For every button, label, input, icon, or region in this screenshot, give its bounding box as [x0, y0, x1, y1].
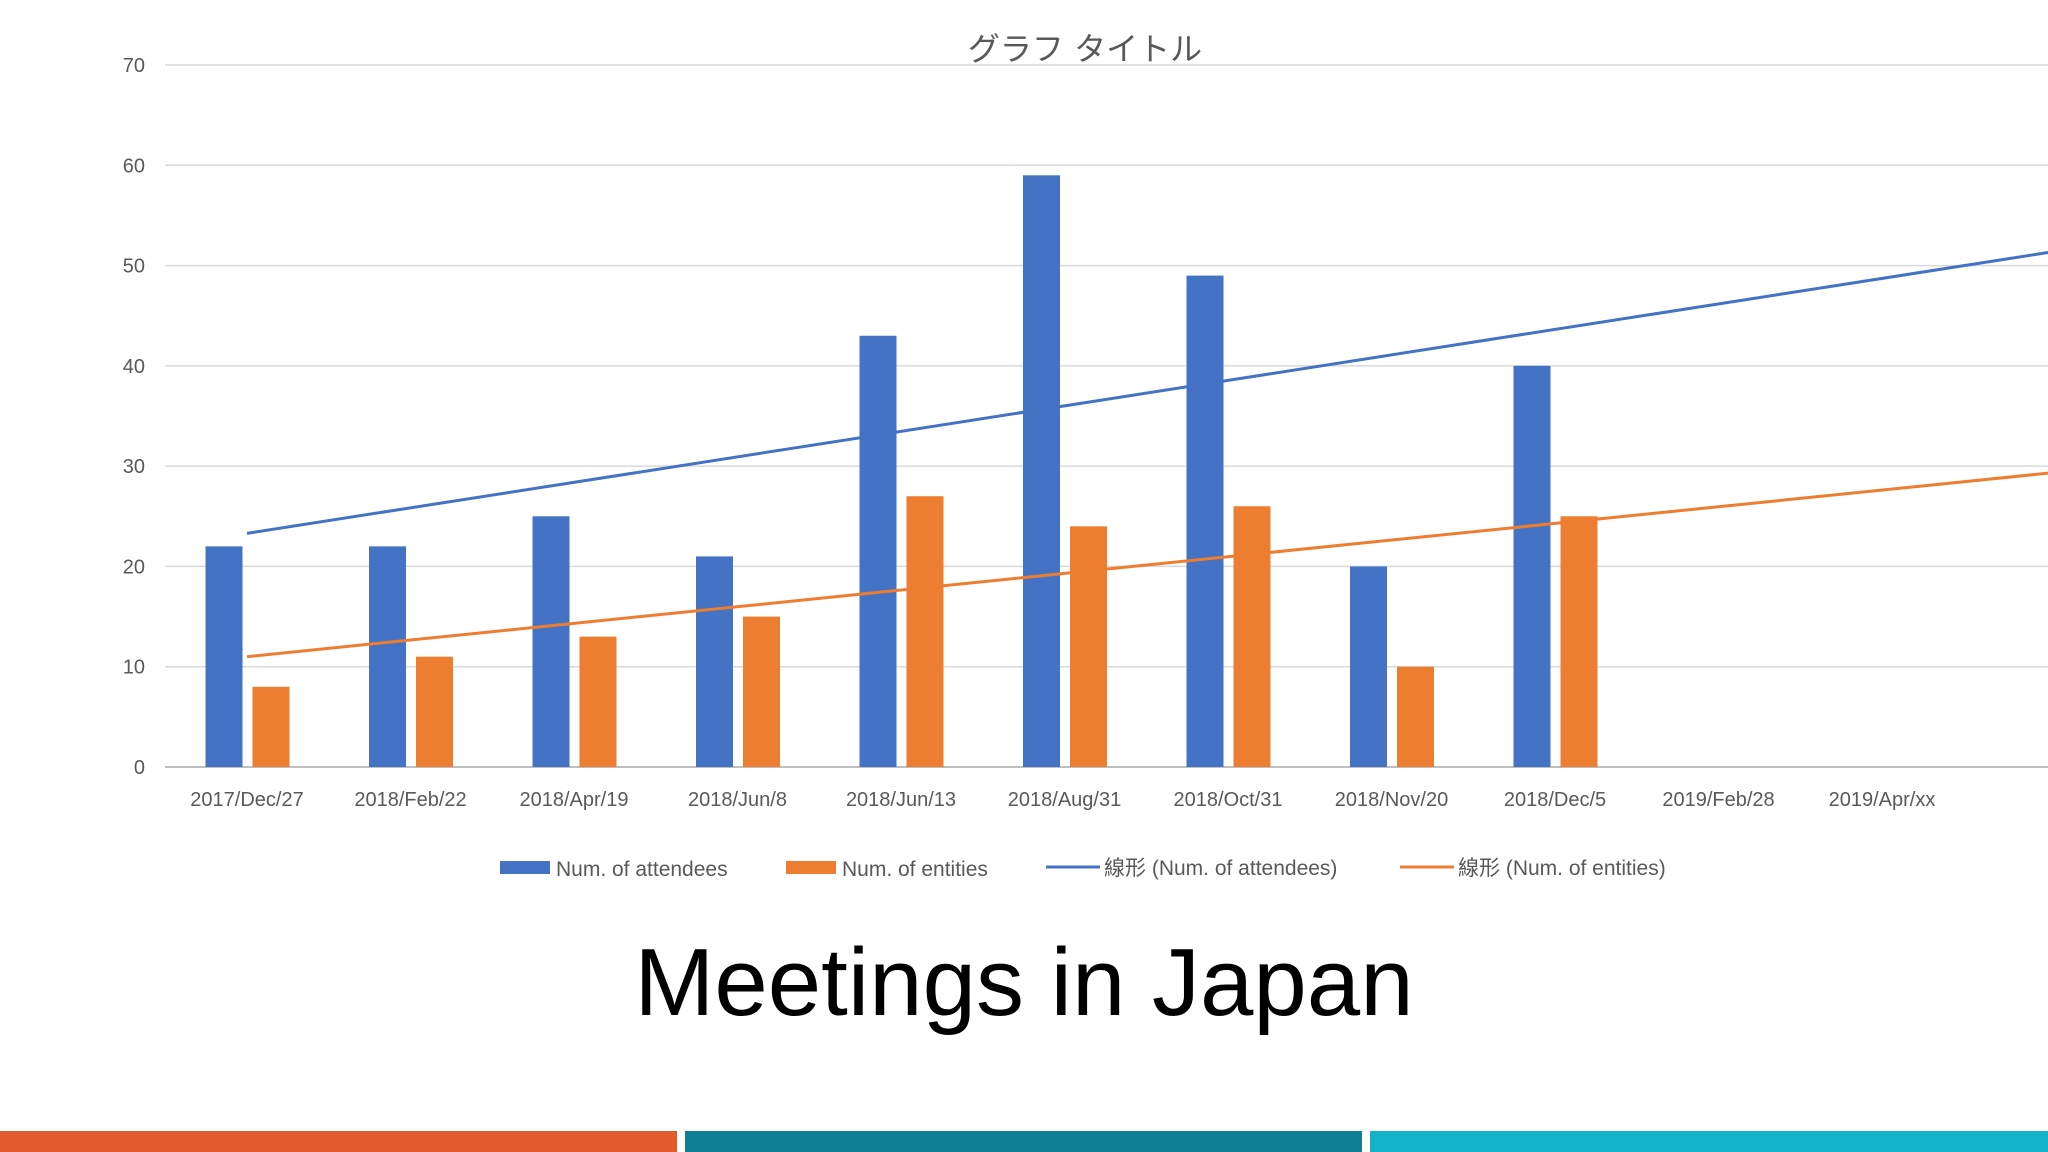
x-axis-ticks: 2017/Dec/27 2018/Feb/22 2018/Apr/19 2018/Ju…: [190, 789, 1935, 811]
x-tick-label: 2019/Feb/28: [1662, 789, 1774, 811]
bar-attendees: [369, 546, 406, 767]
x-tick-label: 2018/Dec/5: [1504, 789, 1606, 811]
bar-attendees: [696, 556, 733, 767]
legend-label-entities: Num. of entities: [842, 858, 988, 881]
footer-bar-cyan: [1370, 1131, 2048, 1152]
trendline-entities: [246, 471, 2048, 659]
y-tick-label: 40: [123, 356, 145, 378]
x-tick-label: 2017/Dec/27: [190, 789, 303, 811]
x-tick-label: 2018/Jun/13: [846, 789, 956, 811]
bars: [205, 175, 1598, 768]
chart-title: グラフ タイトル: [968, 30, 1202, 68]
bar-entities: [1070, 526, 1107, 767]
bar-attendees: [1513, 365, 1551, 767]
trendlines: [246, 251, 2048, 659]
y-tick-label: 70: [123, 55, 145, 77]
bar-attendees: [1186, 275, 1224, 767]
bar-entities: [416, 656, 453, 767]
bar-attendees: [1350, 566, 1387, 767]
bar-entities: [579, 636, 617, 767]
y-tick-label: 20: [123, 556, 145, 578]
bar-entities: [1233, 506, 1271, 767]
bar-entities: [252, 686, 290, 767]
bar-entities: [743, 616, 780, 767]
trendline-attendees: [246, 251, 2048, 535]
footer-bar-teal: [685, 1131, 1362, 1152]
x-tick-label: 2018/Oct/31: [1174, 789, 1283, 811]
y-tick-label: 50: [123, 256, 145, 278]
bar-entities: [1560, 516, 1598, 767]
bar-attendees: [532, 516, 570, 767]
y-tick-label: 10: [123, 657, 145, 679]
x-tick-label: 2018/Jun/8: [688, 789, 787, 811]
y-tick-label: 0: [134, 757, 145, 779]
legend-label-trend-entities: 線形 (Num. of entities): [1458, 857, 1666, 880]
bar-attendees: [859, 335, 897, 767]
legend-swatch-entities: [786, 861, 836, 874]
y-tick-label: 60: [123, 155, 145, 177]
legend-label-attendees: Num. of attendees: [556, 858, 728, 881]
x-tick-label: 2018/Feb/22: [354, 789, 466, 811]
legend: Num. of attendees Num. of entities 線形 (N…: [500, 857, 1666, 881]
slide-title: Meetings in Japan: [634, 929, 1414, 1036]
legend-swatch-attendees: [500, 861, 550, 874]
x-tick-label: 2018/Nov/20: [1335, 789, 1448, 811]
y-axis-ticks: 0 10 20 30 40 50 60 70: [123, 55, 145, 779]
bar-entities: [1397, 666, 1434, 767]
footer-bar-orange: [0, 1131, 677, 1152]
bar-entities: [906, 496, 944, 767]
x-tick-label: 2018/Aug/31: [1008, 789, 1121, 811]
x-tick-label: 2019/Apr/xx: [1829, 789, 1936, 811]
legend-label-trend-attendees: 線形 (Num. of attendees): [1104, 857, 1337, 880]
bar-attendees: [205, 546, 243, 767]
y-tick-label: 30: [123, 456, 145, 478]
x-tick-label: 2018/Apr/19: [520, 789, 629, 811]
bar-attendees: [1023, 175, 1060, 768]
